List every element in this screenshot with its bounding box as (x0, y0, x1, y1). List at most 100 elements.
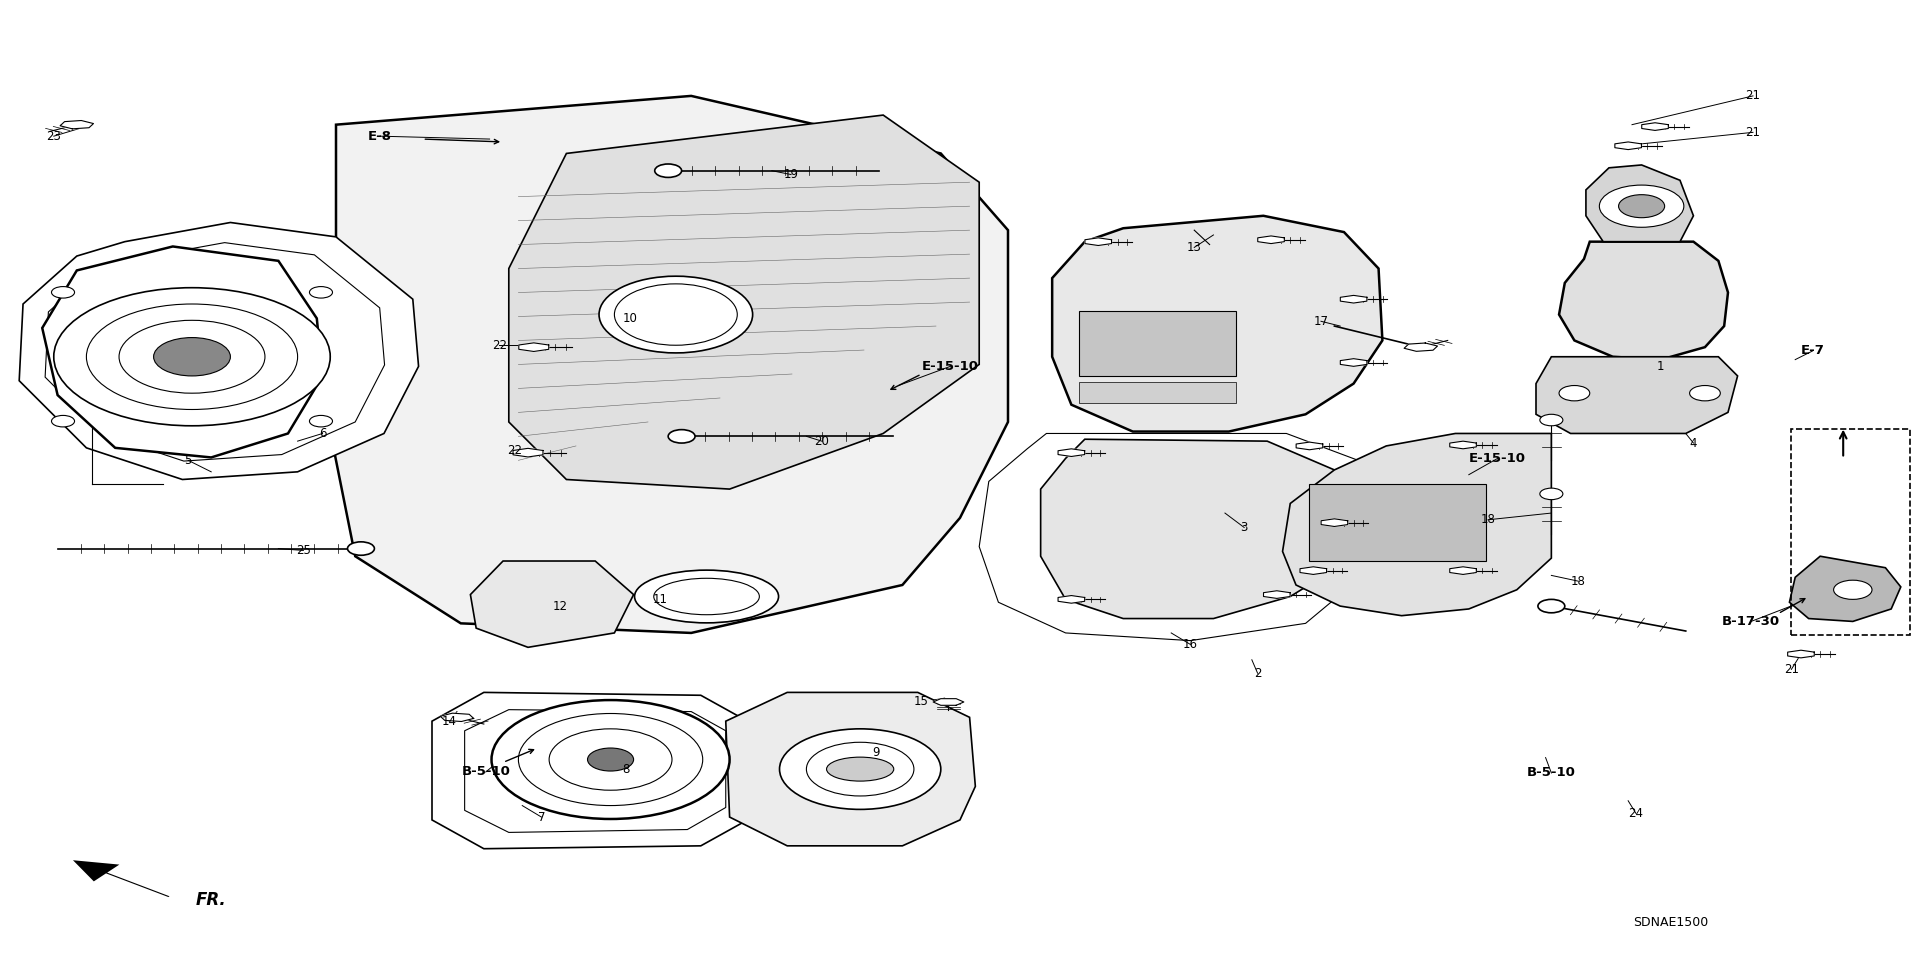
Text: B-17-30: B-17-30 (1722, 615, 1780, 628)
Bar (1079, 311, 1236, 376)
Text: 18: 18 (1571, 574, 1586, 588)
Text: 22: 22 (507, 444, 522, 457)
Polygon shape (1586, 165, 1693, 242)
Polygon shape (470, 561, 634, 647)
Text: 23: 23 (46, 129, 61, 143)
Polygon shape (518, 343, 549, 351)
Text: 25: 25 (296, 544, 311, 557)
FancyArrow shape (73, 860, 169, 897)
Text: SDNAE1500: SDNAE1500 (1632, 916, 1709, 929)
Circle shape (1834, 580, 1872, 599)
Polygon shape (19, 222, 419, 480)
Circle shape (549, 729, 672, 790)
Polygon shape (1404, 343, 1438, 351)
Polygon shape (1283, 433, 1551, 616)
Text: 2: 2 (1254, 667, 1261, 680)
Circle shape (806, 742, 914, 796)
Text: 22: 22 (492, 339, 507, 352)
Circle shape (588, 748, 634, 771)
Circle shape (154, 338, 230, 376)
Circle shape (309, 287, 332, 298)
Polygon shape (1085, 238, 1112, 246)
Text: 20: 20 (814, 434, 829, 448)
Text: 12: 12 (553, 599, 568, 613)
Ellipse shape (634, 570, 780, 623)
Circle shape (52, 415, 75, 427)
Circle shape (1559, 386, 1590, 401)
Circle shape (599, 276, 753, 353)
Circle shape (1540, 414, 1563, 426)
Text: 1: 1 (1657, 360, 1665, 373)
Text: E-7: E-7 (1801, 344, 1824, 358)
Polygon shape (1058, 449, 1085, 456)
Text: 18: 18 (1480, 513, 1496, 526)
Text: FR.: FR. (196, 891, 227, 908)
Text: E-15-10: E-15-10 (922, 360, 979, 373)
Polygon shape (1041, 439, 1354, 619)
Text: B-5-10: B-5-10 (1526, 766, 1576, 780)
Polygon shape (1642, 123, 1668, 130)
Circle shape (54, 288, 330, 426)
Text: 15: 15 (914, 695, 929, 709)
Circle shape (518, 713, 703, 806)
Polygon shape (1788, 650, 1814, 658)
Circle shape (1540, 488, 1563, 500)
Polygon shape (432, 692, 753, 849)
Polygon shape (60, 121, 94, 129)
Text: 21: 21 (1784, 663, 1799, 676)
Text: 24: 24 (1628, 807, 1644, 820)
Text: 9: 9 (872, 746, 879, 760)
Text: 4: 4 (1690, 436, 1697, 450)
Text: 16: 16 (1183, 638, 1198, 651)
Circle shape (1690, 386, 1720, 401)
Text: 11: 11 (653, 593, 668, 606)
Text: 3: 3 (1240, 521, 1248, 534)
Circle shape (614, 284, 737, 345)
Polygon shape (1450, 441, 1476, 449)
Polygon shape (1536, 357, 1738, 433)
Text: 7: 7 (538, 810, 545, 824)
Polygon shape (1340, 359, 1367, 366)
Circle shape (1619, 195, 1665, 218)
Circle shape (492, 700, 730, 819)
Text: 21: 21 (1745, 89, 1761, 103)
Circle shape (309, 415, 332, 427)
Polygon shape (440, 713, 474, 721)
Text: 17: 17 (1313, 315, 1329, 328)
Polygon shape (1258, 236, 1284, 244)
Circle shape (52, 287, 75, 298)
Ellipse shape (653, 578, 758, 615)
Polygon shape (46, 243, 384, 461)
Text: 13: 13 (1187, 241, 1202, 254)
Bar (1079, 382, 1236, 403)
Circle shape (1538, 599, 1565, 613)
Polygon shape (509, 115, 979, 489)
Text: 10: 10 (622, 312, 637, 325)
Polygon shape (933, 699, 964, 705)
Circle shape (86, 304, 298, 409)
Polygon shape (513, 449, 543, 456)
Circle shape (655, 164, 682, 177)
Polygon shape (1052, 216, 1382, 432)
Polygon shape (1559, 242, 1728, 360)
Polygon shape (1321, 519, 1348, 526)
Polygon shape (465, 710, 726, 832)
Text: E-15-10: E-15-10 (1469, 452, 1526, 465)
Polygon shape (1615, 142, 1642, 150)
Polygon shape (1263, 591, 1290, 598)
Text: 19: 19 (783, 168, 799, 181)
Circle shape (668, 430, 695, 443)
Polygon shape (330, 96, 1008, 633)
Ellipse shape (826, 758, 895, 781)
Bar (1309, 484, 1486, 561)
Circle shape (1599, 185, 1684, 227)
Polygon shape (1300, 567, 1327, 574)
Polygon shape (1058, 596, 1085, 603)
Polygon shape (42, 246, 323, 457)
Circle shape (119, 320, 265, 393)
Polygon shape (1450, 567, 1476, 574)
Polygon shape (1296, 442, 1323, 450)
Circle shape (780, 729, 941, 809)
Text: E-8: E-8 (369, 129, 392, 143)
Circle shape (348, 542, 374, 555)
